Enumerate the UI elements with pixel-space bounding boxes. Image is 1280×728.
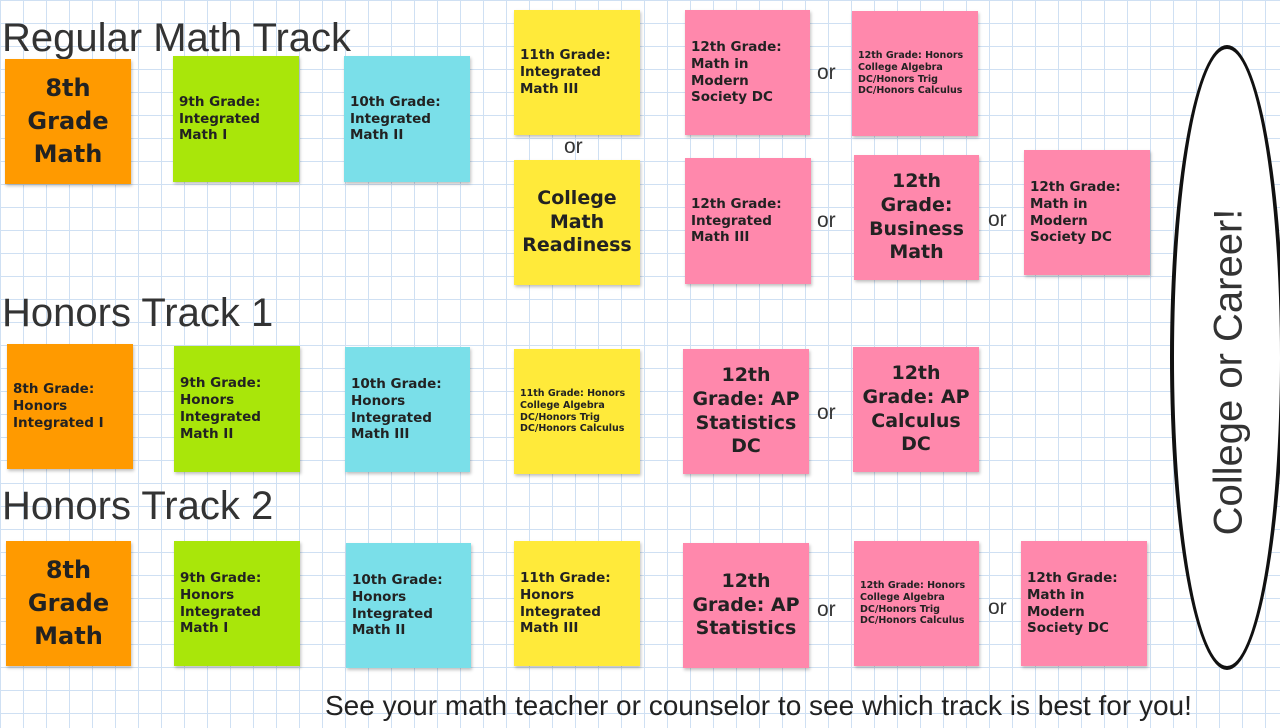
regular-12th-im3-label: 12th Grade: Integrated Math III bbox=[691, 195, 782, 246]
regular-11th-grade-note: 11th Grade: Integrated Math III bbox=[514, 10, 640, 135]
honors2-8th-grade-label: 8th Grade Math bbox=[27, 555, 110, 651]
honors2-11th-grade-note: 11th Grade: Honors Integrated Math III bbox=[514, 541, 640, 666]
regular-college-readiness-note: College Math Readiness bbox=[514, 160, 640, 285]
regular-12th-honors-label: 12th Grade: Honors College Algebra DC/Ho… bbox=[858, 49, 964, 97]
regular-12th-mims-note: 12th Grade: Math in Modern Society DC bbox=[685, 10, 810, 135]
regular-11th-grade-label: 11th Grade: Integrated Math III bbox=[520, 47, 611, 97]
honors1-10th-grade-label: 10th Grade: Honors Integrated Math III bbox=[351, 375, 442, 443]
honors2-12th-or-1: or bbox=[817, 598, 836, 621]
honors1-12th-or: or bbox=[817, 401, 836, 424]
regular-11th-or: or bbox=[564, 135, 583, 158]
regular-9th-grade-label: 9th Grade: Integrated Math I bbox=[179, 93, 261, 144]
honors2-12th-mims-label: 12th Grade: Math in Modern Society DC bbox=[1027, 569, 1118, 637]
honors2-12th-honors-label: 12th Grade: Honors College Algebra DC/Ho… bbox=[860, 579, 966, 627]
honors2-8th-grade-note: 8th Grade Math bbox=[6, 541, 131, 666]
honors2-9th-grade-label: 9th Grade: Honors Integrated Math I bbox=[180, 569, 262, 637]
honors1-12th-ap-calc-label: 12th Grade: AP Calculus DC bbox=[862, 362, 970, 456]
honors1-8th-grade-note: 8th Grade: Honors Integrated I bbox=[7, 344, 133, 469]
honors1-9th-grade-note: 9th Grade: Honors Integrated Math II bbox=[174, 346, 300, 472]
honors1-8th-grade-label: 8th Grade: Honors Integrated I bbox=[13, 381, 104, 431]
regular-college-readiness-label: College Math Readiness bbox=[522, 187, 632, 257]
regular-12th-honors-note: 12th Grade: Honors College Algebra DC/Ho… bbox=[852, 11, 978, 136]
honors1-12th-ap-stats-note: 12th Grade: AP Statistics DC bbox=[683, 349, 809, 474]
regular-12th-mims-2-note: 12th Grade: Math in Modern Society DC bbox=[1024, 150, 1150, 275]
honors2-12th-honors-note: 12th Grade: Honors College Algebra DC/Ho… bbox=[854, 541, 979, 666]
regular-10th-grade-note: 10th Grade: Integrated Math II bbox=[344, 56, 470, 182]
regular-12th-mims-2-label: 12th Grade: Math in Modern Society DC bbox=[1030, 178, 1121, 246]
honors2-9th-grade-note: 9th Grade: Honors Integrated Math I bbox=[174, 541, 300, 666]
regular-10th-grade-label: 10th Grade: Integrated Math II bbox=[350, 93, 441, 144]
honors1-heading: Honors Track 1 bbox=[2, 291, 274, 335]
honors2-12th-or-2: or bbox=[988, 596, 1007, 619]
destination-ellipse bbox=[1170, 45, 1280, 670]
destination-label: College or Career! bbox=[1206, 208, 1251, 536]
footer-note: See your math teacher or counselor to se… bbox=[325, 690, 1192, 721]
honors1-11th-grade-note: 11th Grade: Honors College Algebra DC/Ho… bbox=[514, 349, 640, 474]
regular-12th-or-2: or bbox=[817, 209, 836, 232]
regular-12th-or-1: or bbox=[817, 61, 836, 84]
honors1-11th-grade-label: 11th Grade: Honors College Algebra DC/Ho… bbox=[520, 387, 626, 435]
honors2-heading: Honors Track 2 bbox=[2, 484, 274, 528]
regular-12th-or-3: or bbox=[988, 208, 1007, 231]
regular-12th-business-note: 12th Grade: Business Math bbox=[854, 155, 979, 280]
honors1-9th-grade-label: 9th Grade: Honors Integrated Math II bbox=[180, 375, 262, 442]
honors2-12th-mims-note: 12th Grade: Math in Modern Society DC bbox=[1021, 541, 1147, 666]
honors2-12th-ap-stats-note: 12th Grade: AP Statistics bbox=[683, 543, 809, 668]
honors1-10th-grade-note: 10th Grade: Honors Integrated Math III bbox=[345, 347, 470, 472]
regular-8th-grade-label: 8th Grade Math bbox=[27, 73, 109, 169]
regular-12th-im3-note: 12th Grade: Integrated Math III bbox=[685, 158, 811, 284]
honors1-12th-ap-calc-note: 12th Grade: AP Calculus DC bbox=[853, 347, 979, 472]
honors2-10th-grade-note: 10th Grade: Honors Integrated Math II bbox=[346, 543, 471, 668]
honors2-11th-grade-label: 11th Grade: Honors Integrated Math III bbox=[520, 569, 611, 637]
regular-9th-grade-note: 9th Grade: Integrated Math I bbox=[173, 56, 299, 182]
regular-track-heading: Regular Math Track bbox=[2, 16, 352, 60]
regular-8th-grade-note: 8th Grade Math bbox=[5, 59, 131, 184]
honors2-10th-grade-label: 10th Grade: Honors Integrated Math II bbox=[352, 571, 443, 639]
regular-12th-business-label: 12th Grade: Business Math bbox=[869, 170, 964, 264]
regular-12th-mims-label: 12th Grade: Math in Modern Society DC bbox=[691, 38, 782, 106]
honors2-12th-ap-stats-label: 12th Grade: AP Statistics bbox=[692, 570, 800, 640]
honors1-12th-ap-stats-label: 12th Grade: AP Statistics DC bbox=[692, 364, 800, 458]
